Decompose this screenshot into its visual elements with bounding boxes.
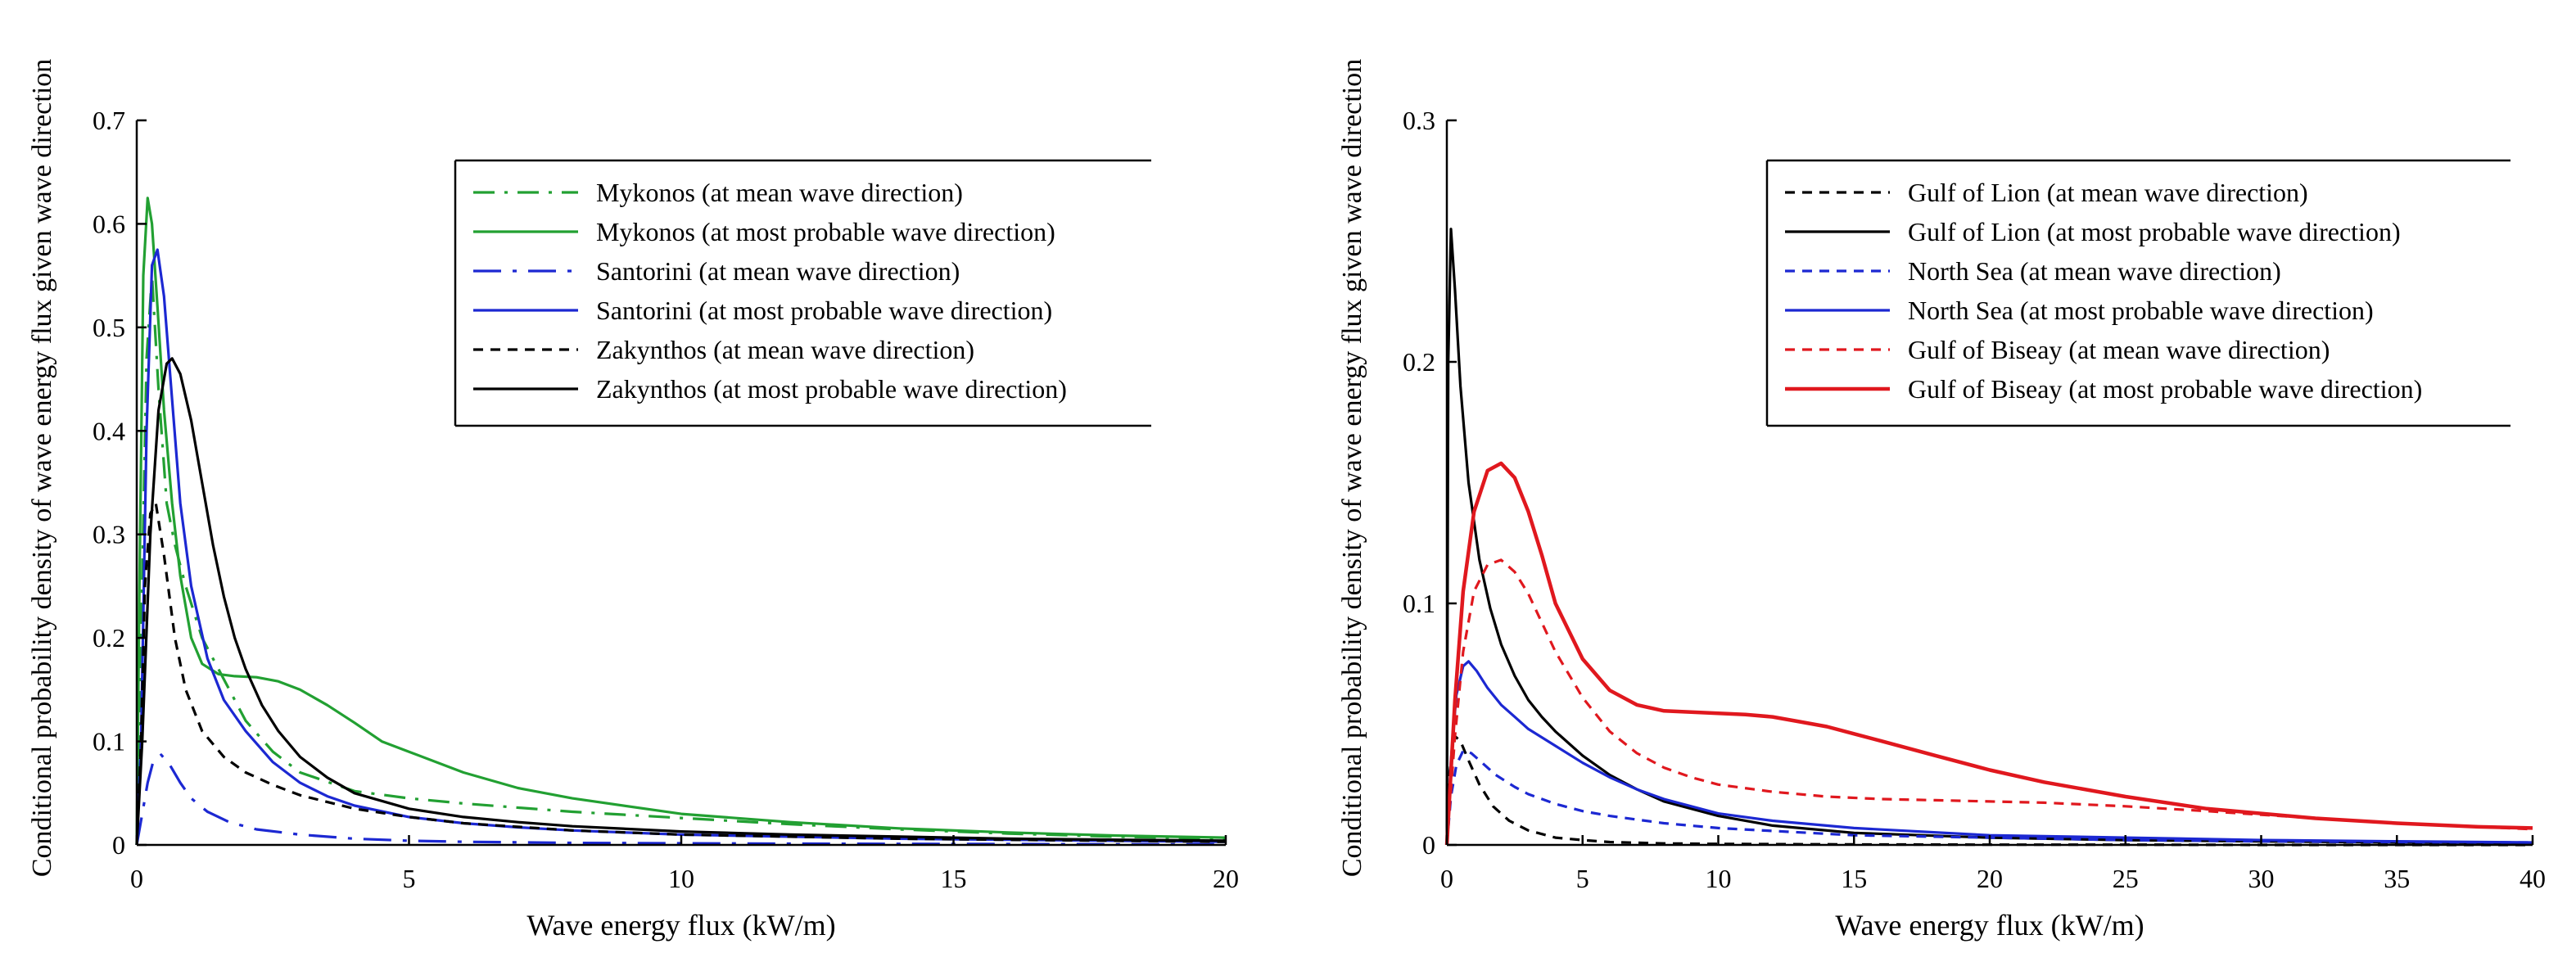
legend-entry-2: North Sea (at mean wave direction): [1908, 256, 2281, 286]
y-tick-label: 0.6: [93, 209, 125, 238]
y-tick-label: 0.4: [93, 416, 125, 445]
y-tick-label: 0.7: [93, 106, 125, 135]
series-line-5: [135, 357, 1227, 846]
x-axis-label: Wave energy flux (kW/m): [526, 909, 835, 942]
x-tick-label: 20: [1213, 864, 1239, 893]
series-line-2: [1445, 749, 2533, 846]
legend-entry-3: Santorini (at most probable wave directi…: [596, 296, 1052, 325]
series-line-0: [135, 274, 1227, 846]
right-chart: 0 5 10 15 20 25 30 35 40 0 0.1 0.2 0.3 Wave energy fl…: [1337, 59, 2546, 942]
x-tick-label: 10: [668, 864, 694, 893]
y-tick-label: 0: [112, 830, 125, 860]
x-tick-label: 25: [2113, 864, 2139, 893]
y-axis-label: Conditional probability density of wave …: [27, 59, 57, 877]
x-tick-label: 35: [2384, 864, 2410, 893]
x-tick-label: 15: [1841, 864, 1867, 893]
y-tick-label: 0.2: [1403, 347, 1435, 377]
legend-entry-4: Gulf of Biseay (at mean wave direction): [1908, 335, 2330, 364]
legend: Mykonos (at mean wave direction) Mykonos …: [454, 159, 1151, 427]
y-tick-label: 0.1: [1403, 589, 1435, 618]
series-line-5: [1444, 461, 2533, 846]
series-line-3: [1445, 660, 2533, 846]
x-tick-label: 5: [403, 864, 416, 893]
series-lines: [135, 196, 1227, 846]
y-tick-label: 0.1: [93, 727, 125, 756]
series-line-0: [1445, 734, 2533, 847]
legend-entry-5: Gulf of Biseay (at most probable wave di…: [1908, 374, 2422, 404]
y-tick-label: 0: [1422, 830, 1435, 860]
y-tick-label: 0.5: [93, 313, 125, 342]
x-tick-label: 40: [2520, 864, 2546, 893]
legend-entry-1: Mykonos (at most probable wave direction…: [596, 217, 1055, 246]
x-tick-label: 20: [1977, 864, 2003, 893]
legend-entry-3: North Sea (at most probable wave directi…: [1908, 296, 2374, 325]
left-chart: 0 5 10 15 20 0 0.1 0.2 0.3 0.4 0.5 0.6 0.7 Wave energ…: [27, 59, 1239, 942]
x-tick-label: 5: [1576, 864, 1589, 893]
series-line-4: [1445, 558, 2533, 846]
y-tick-label: 0.2: [93, 623, 125, 653]
y-tick-label: 0.3: [93, 520, 125, 549]
x-tick-label: 15: [941, 864, 967, 893]
x-tick-label: 30: [2248, 864, 2275, 893]
legend-entry-2: Santorini (at mean wave direction): [596, 256, 960, 286]
x-tick-label: 10: [1706, 864, 1732, 893]
legend: Gulf of Lion (at mean wave direction) Gul…: [1765, 159, 2510, 427]
y-axis-label: Conditional probability density of wave …: [1337, 59, 1367, 877]
legend-entry-1: Gulf of Lion (at most probable wave dire…: [1908, 217, 2401, 246]
series-line-2: [135, 753, 1227, 846]
series-line-1: [135, 196, 1227, 846]
y-tick-label: 0.3: [1403, 106, 1435, 135]
x-tick-label: 0: [1440, 864, 1453, 893]
legend-entry-0: Gulf of Lion (at mean wave direction): [1908, 178, 2308, 207]
x-axis-label: Wave energy flux (kW/m): [1835, 909, 2144, 942]
x-tick-label: 0: [130, 864, 143, 893]
legend-entry-4: Zakynthos (at mean wave direction): [596, 335, 974, 364]
series-line-4: [135, 502, 1227, 846]
legend-entry-5: Zakynthos (at most probable wave directi…: [596, 374, 1067, 404]
legend-entry-0: Mykonos (at mean wave direction): [596, 178, 963, 207]
